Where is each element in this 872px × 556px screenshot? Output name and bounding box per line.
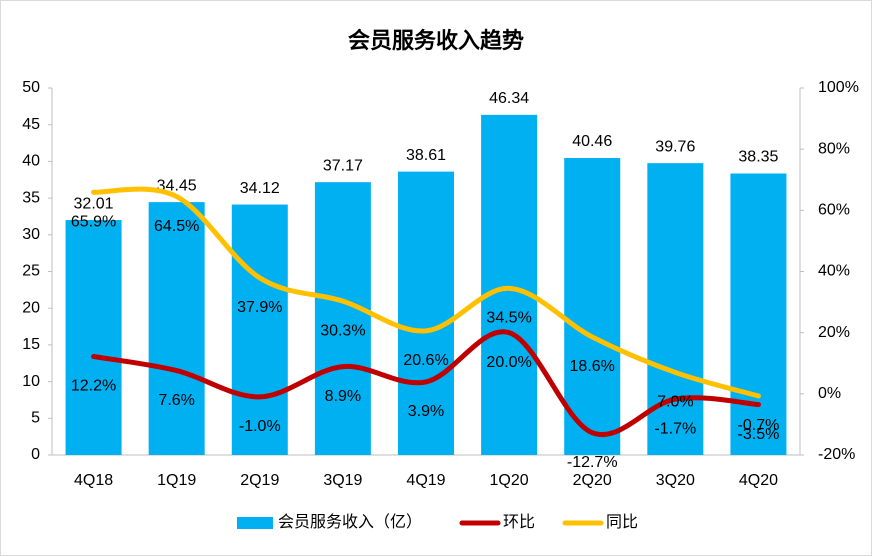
y-tick-label: 45 <box>22 116 40 133</box>
legend-label: 同比 <box>606 513 638 531</box>
chart-title: 会员服务收入趋势 <box>348 28 524 53</box>
line-value-label: -0.7% <box>738 417 780 434</box>
line-value-label: 18.6% <box>570 358 615 375</box>
x-tick-label: 2Q20 <box>573 472 612 489</box>
bar <box>231 204 288 455</box>
bar <box>647 163 704 455</box>
y-tick-label: 10 <box>22 373 40 390</box>
legend-label: 会员服务收入（亿） <box>278 513 422 531</box>
bar-value-label: 32.01 <box>74 195 114 212</box>
bar <box>481 114 538 455</box>
y-tick-label: 30 <box>22 226 40 243</box>
bar <box>398 171 454 455</box>
y-tick-label: 25 <box>22 263 40 280</box>
line-value-label: 7.6% <box>158 392 194 409</box>
y2-tick-label: 40% <box>818 263 850 280</box>
bar <box>314 182 371 456</box>
bar-value-label: 34.12 <box>240 180 280 197</box>
y2-tick-label: 80% <box>818 140 850 157</box>
y-tick-label: 35 <box>22 189 40 206</box>
bar-value-label: 38.35 <box>738 149 778 166</box>
line-value-label: 20.0% <box>486 354 531 371</box>
x-tick-label: 4Q19 <box>406 472 445 489</box>
line-value-label: -1.0% <box>239 418 281 435</box>
y-tick-label: 15 <box>22 336 40 353</box>
bar <box>65 220 122 455</box>
bar <box>564 158 621 455</box>
y-tick-label: 0 <box>31 446 40 463</box>
x-tick-label: 1Q20 <box>490 472 529 489</box>
bar-value-label: 37.17 <box>323 157 363 174</box>
line-value-label: 12.2% <box>71 378 116 395</box>
y-tick-label: 20 <box>22 299 40 316</box>
x-tick-label: 1Q19 <box>157 472 196 489</box>
y2-tick-label: 100% <box>818 79 859 96</box>
y-tick-label: 5 <box>31 410 40 427</box>
bar-value-label: 46.34 <box>489 90 529 107</box>
line-value-label: 30.3% <box>320 322 365 339</box>
y-tick-label: 50 <box>22 79 40 96</box>
legend-label: 环比 <box>503 513 535 531</box>
line-value-label: 34.5% <box>486 310 531 327</box>
legend-swatch <box>237 517 273 529</box>
line-value-label: -3.5% <box>738 426 780 443</box>
bar-value-label: 39.76 <box>655 138 695 155</box>
line-value-label: 7.0% <box>657 394 693 411</box>
line-value-label: 65.9% <box>71 214 116 231</box>
y2-tick-label: 0% <box>818 385 841 402</box>
line-value-label: 3.9% <box>408 403 444 420</box>
x-tick-label: 4Q18 <box>74 472 113 489</box>
y-tick-label: 40 <box>22 153 40 170</box>
x-tick-label: 3Q20 <box>656 472 695 489</box>
bar <box>148 202 205 455</box>
line-value-label: 64.5% <box>154 218 199 235</box>
x-tick-label: 2Q19 <box>240 472 279 489</box>
line-value-label: 20.6% <box>403 352 448 369</box>
bar-value-label: 40.46 <box>572 133 612 150</box>
y2-tick-label: 60% <box>818 202 850 219</box>
line <box>91 329 761 437</box>
bar-value-label: 38.61 <box>406 147 446 164</box>
y2-tick-label: 20% <box>818 324 850 341</box>
x-tick-label: 4Q20 <box>739 472 778 489</box>
x-tick-label: 3Q19 <box>323 472 362 489</box>
line-value-label: 8.9% <box>325 388 361 405</box>
line-value-label: -12.7% <box>567 454 618 471</box>
y2-tick-label: -20% <box>818 446 855 463</box>
line <box>91 186 761 399</box>
line-value-label: 37.9% <box>237 299 282 316</box>
line-value-label: -1.7% <box>654 420 696 437</box>
bar <box>730 173 787 456</box>
